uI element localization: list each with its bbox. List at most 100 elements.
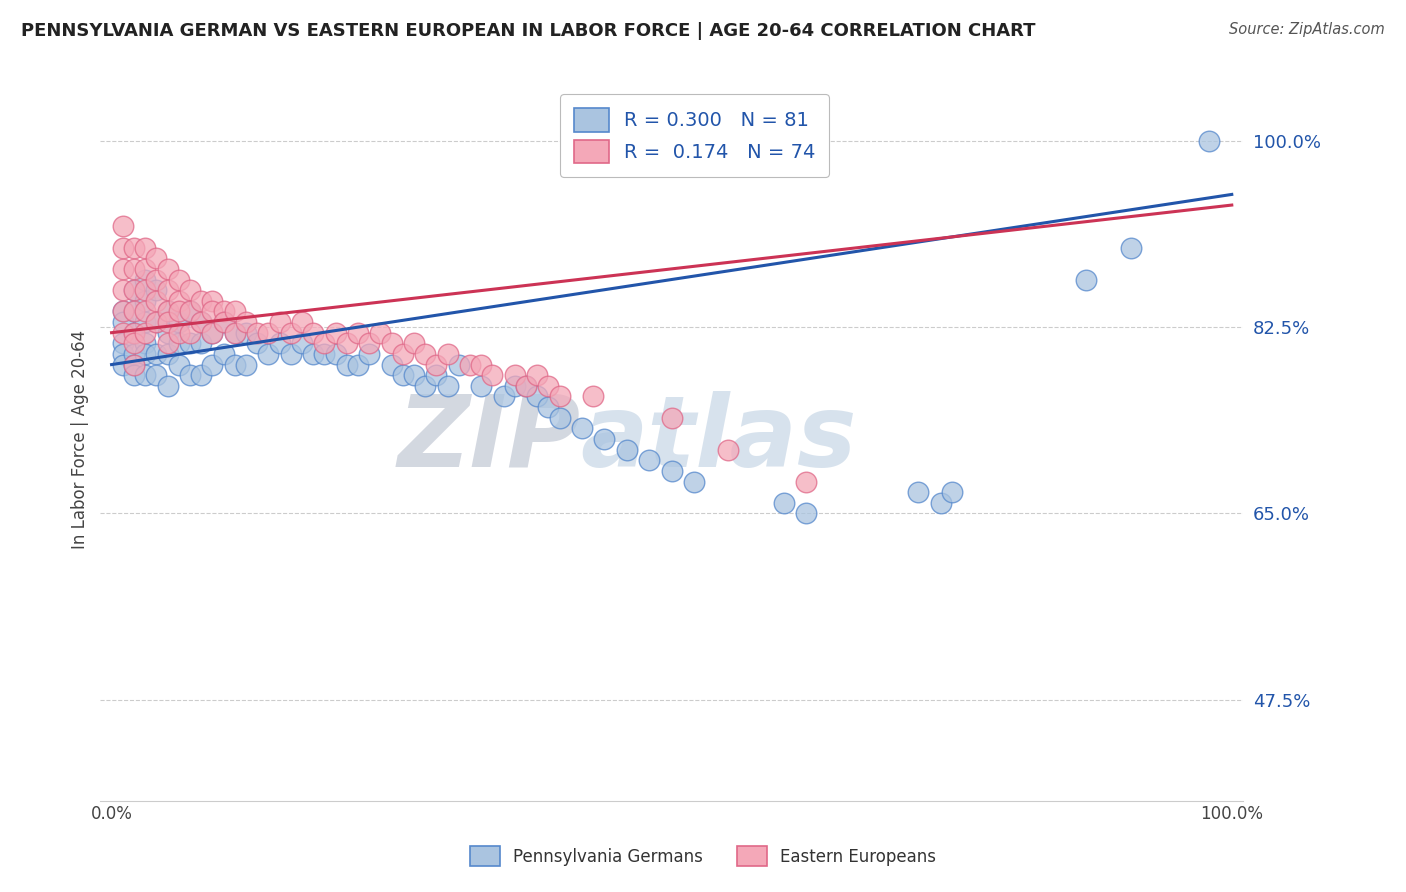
Point xyxy=(201,326,224,340)
Point xyxy=(122,241,145,255)
Text: atlas: atlas xyxy=(581,391,856,488)
Point xyxy=(122,347,145,361)
Point xyxy=(167,315,190,329)
Legend: Pennsylvania Germans, Eastern Europeans: Pennsylvania Germans, Eastern Europeans xyxy=(461,838,945,875)
Point xyxy=(167,304,190,318)
Point xyxy=(122,283,145,297)
Point xyxy=(257,347,280,361)
Point xyxy=(224,358,246,372)
Point xyxy=(269,336,291,351)
Point xyxy=(941,485,963,500)
Point xyxy=(145,252,167,266)
Point xyxy=(436,379,458,393)
Point xyxy=(526,389,548,403)
Point xyxy=(145,283,167,297)
Point xyxy=(145,315,167,329)
Text: Source: ZipAtlas.com: Source: ZipAtlas.com xyxy=(1229,22,1385,37)
Point xyxy=(413,379,436,393)
Point xyxy=(391,368,413,383)
Point xyxy=(1198,134,1220,148)
Point xyxy=(269,315,291,329)
Point xyxy=(235,326,257,340)
Point xyxy=(907,485,929,500)
Point xyxy=(190,368,212,383)
Point xyxy=(325,347,347,361)
Point xyxy=(548,410,571,425)
Point xyxy=(503,368,526,383)
Point xyxy=(212,304,235,318)
Point xyxy=(224,304,246,318)
Point xyxy=(314,336,336,351)
Point xyxy=(616,442,638,457)
Point xyxy=(179,283,201,297)
Point xyxy=(156,261,179,276)
Y-axis label: In Labor Force | Age 20-64: In Labor Force | Age 20-64 xyxy=(72,329,89,549)
Point xyxy=(201,326,224,340)
Point xyxy=(111,283,134,297)
Point xyxy=(122,358,145,372)
Point xyxy=(314,347,336,361)
Point xyxy=(145,347,167,361)
Point xyxy=(436,347,458,361)
Point xyxy=(111,304,134,318)
Point xyxy=(224,326,246,340)
Point xyxy=(134,304,156,318)
Point xyxy=(246,326,269,340)
Point xyxy=(370,326,392,340)
Point xyxy=(929,496,952,510)
Point xyxy=(347,358,370,372)
Point xyxy=(291,315,314,329)
Point xyxy=(111,304,134,318)
Point xyxy=(167,336,190,351)
Point xyxy=(201,304,224,318)
Point xyxy=(156,379,179,393)
Point xyxy=(111,347,134,361)
Point xyxy=(179,336,201,351)
Point xyxy=(257,326,280,340)
Point xyxy=(413,347,436,361)
Point xyxy=(212,315,235,329)
Point xyxy=(156,304,179,318)
Point xyxy=(1076,272,1098,286)
Point xyxy=(134,315,156,329)
Point xyxy=(167,272,190,286)
Point xyxy=(447,358,470,372)
Point xyxy=(492,389,515,403)
Point xyxy=(291,336,314,351)
Point xyxy=(246,336,269,351)
Point xyxy=(683,475,706,489)
Point xyxy=(336,336,359,351)
Point xyxy=(526,368,548,383)
Point xyxy=(515,379,537,393)
Point xyxy=(347,326,370,340)
Point xyxy=(190,293,212,308)
Point xyxy=(212,347,235,361)
Point xyxy=(134,368,156,383)
Point xyxy=(111,336,134,351)
Point xyxy=(638,453,661,467)
Point xyxy=(122,261,145,276)
Point xyxy=(122,283,145,297)
Point xyxy=(122,326,145,340)
Point xyxy=(503,379,526,393)
Point xyxy=(190,315,212,329)
Point xyxy=(336,358,359,372)
Point xyxy=(156,336,179,351)
Point xyxy=(111,241,134,255)
Point xyxy=(145,293,167,308)
Point xyxy=(582,389,605,403)
Point xyxy=(391,347,413,361)
Point xyxy=(381,358,404,372)
Point xyxy=(515,379,537,393)
Point xyxy=(458,358,481,372)
Point xyxy=(179,304,201,318)
Point xyxy=(179,368,201,383)
Point xyxy=(179,304,201,318)
Point xyxy=(212,315,235,329)
Point xyxy=(359,347,381,361)
Point xyxy=(156,304,179,318)
Point xyxy=(111,358,134,372)
Point xyxy=(481,368,503,383)
Point xyxy=(122,304,145,318)
Point xyxy=(134,261,156,276)
